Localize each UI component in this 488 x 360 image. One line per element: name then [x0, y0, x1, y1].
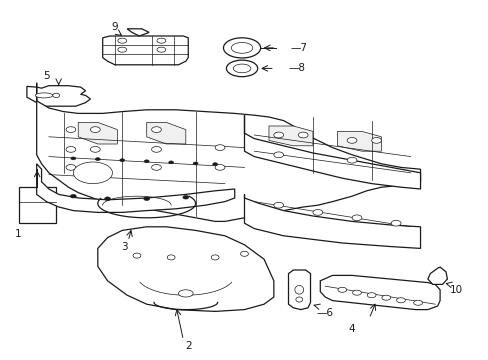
Text: 10: 10: [449, 285, 462, 295]
Ellipse shape: [120, 159, 124, 162]
Ellipse shape: [366, 293, 375, 298]
Ellipse shape: [226, 60, 257, 77]
Ellipse shape: [66, 165, 76, 170]
Text: 4: 4: [348, 324, 355, 334]
Ellipse shape: [53, 93, 60, 98]
Ellipse shape: [381, 295, 390, 300]
Ellipse shape: [231, 42, 252, 53]
Ellipse shape: [240, 251, 248, 256]
Ellipse shape: [133, 253, 141, 258]
Polygon shape: [37, 164, 234, 212]
Ellipse shape: [35, 93, 53, 98]
Polygon shape: [268, 126, 312, 146]
Ellipse shape: [312, 210, 322, 215]
Ellipse shape: [151, 147, 161, 152]
Text: 9: 9: [111, 22, 118, 32]
Ellipse shape: [183, 195, 188, 199]
Ellipse shape: [144, 160, 149, 163]
Ellipse shape: [104, 197, 110, 201]
Ellipse shape: [157, 47, 165, 52]
Ellipse shape: [215, 145, 224, 150]
Ellipse shape: [118, 38, 126, 43]
Ellipse shape: [90, 147, 100, 152]
Ellipse shape: [90, 127, 100, 132]
Ellipse shape: [71, 157, 76, 160]
Text: —7: —7: [290, 43, 307, 53]
Ellipse shape: [212, 163, 217, 166]
Polygon shape: [244, 194, 420, 248]
Polygon shape: [37, 83, 420, 221]
Ellipse shape: [273, 202, 283, 208]
Ellipse shape: [143, 197, 149, 201]
Text: 2: 2: [184, 341, 191, 351]
Ellipse shape: [167, 255, 175, 260]
Polygon shape: [127, 29, 149, 36]
Ellipse shape: [168, 161, 173, 164]
Ellipse shape: [273, 152, 283, 158]
Ellipse shape: [66, 127, 76, 132]
Ellipse shape: [233, 64, 250, 73]
Polygon shape: [320, 275, 439, 310]
Ellipse shape: [346, 157, 356, 163]
Ellipse shape: [151, 127, 161, 132]
Ellipse shape: [337, 287, 346, 292]
Polygon shape: [244, 115, 420, 189]
Text: 3: 3: [121, 242, 128, 252]
Ellipse shape: [390, 220, 400, 226]
Polygon shape: [27, 86, 90, 106]
Text: 1: 1: [15, 229, 22, 239]
Ellipse shape: [294, 285, 303, 294]
Polygon shape: [288, 270, 310, 310]
Ellipse shape: [396, 298, 405, 303]
Ellipse shape: [346, 138, 356, 143]
Polygon shape: [427, 267, 447, 284]
Ellipse shape: [151, 165, 161, 170]
Ellipse shape: [223, 38, 260, 58]
Ellipse shape: [70, 194, 76, 198]
Ellipse shape: [178, 290, 193, 297]
Ellipse shape: [298, 132, 307, 138]
Ellipse shape: [73, 162, 112, 184]
Ellipse shape: [351, 215, 361, 221]
Polygon shape: [98, 227, 273, 311]
Ellipse shape: [193, 162, 198, 165]
Text: —8: —8: [288, 63, 305, 73]
Ellipse shape: [66, 147, 76, 152]
Ellipse shape: [215, 165, 224, 170]
Ellipse shape: [273, 132, 283, 138]
Ellipse shape: [352, 290, 361, 295]
Text: —6: —6: [316, 308, 333, 318]
Ellipse shape: [211, 255, 219, 260]
Text: 5: 5: [43, 71, 50, 81]
Polygon shape: [337, 131, 381, 151]
Ellipse shape: [95, 158, 100, 161]
Ellipse shape: [371, 138, 381, 143]
Ellipse shape: [118, 47, 126, 52]
Polygon shape: [19, 187, 56, 223]
Polygon shape: [78, 122, 117, 144]
Ellipse shape: [295, 297, 302, 302]
Ellipse shape: [157, 38, 165, 43]
Ellipse shape: [413, 300, 422, 305]
Polygon shape: [102, 36, 188, 65]
Polygon shape: [146, 122, 185, 144]
